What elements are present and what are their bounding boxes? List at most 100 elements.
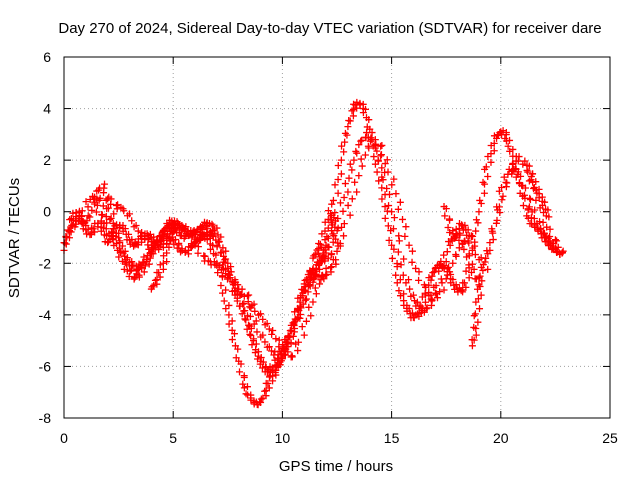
data-point	[377, 151, 385, 159]
data-point	[397, 261, 405, 269]
data-point	[334, 161, 342, 169]
data-point	[245, 291, 253, 299]
data-point	[276, 361, 284, 369]
data-point	[82, 198, 90, 206]
data-point	[535, 194, 543, 202]
data-point	[371, 160, 379, 168]
data-point	[525, 162, 533, 170]
data-point	[341, 138, 349, 146]
data-point	[261, 387, 269, 395]
data-point	[477, 291, 485, 299]
data-point	[396, 276, 404, 284]
data-point	[469, 244, 477, 252]
data-point	[214, 269, 222, 277]
data-point	[374, 156, 382, 164]
data-point	[355, 141, 363, 149]
data-point	[164, 221, 172, 229]
data-point	[89, 192, 97, 200]
data-point	[484, 265, 492, 273]
data-point	[400, 301, 408, 309]
series-trace-f	[147, 221, 177, 293]
data-point	[321, 236, 329, 244]
data-point	[502, 178, 510, 186]
series-trace-e	[104, 195, 330, 361]
data-point	[122, 256, 130, 264]
data-point	[84, 203, 92, 211]
data-point	[471, 251, 479, 259]
data-point	[238, 291, 246, 299]
data-point	[327, 263, 335, 271]
data-point	[169, 221, 177, 229]
data-point	[275, 336, 283, 344]
data-point	[265, 325, 273, 333]
data-point	[392, 190, 400, 198]
data-point	[405, 241, 413, 249]
data-point	[408, 258, 416, 266]
data-point	[336, 242, 344, 250]
data-point	[196, 236, 204, 244]
data-point	[498, 184, 506, 192]
data-point	[521, 191, 529, 199]
data-point	[373, 147, 381, 155]
x-tick-label: 25	[602, 430, 618, 446]
data-point	[504, 142, 512, 150]
data-point	[263, 343, 271, 351]
data-point	[141, 262, 149, 270]
data-point	[492, 219, 500, 227]
data-point	[236, 368, 244, 376]
data-point	[373, 168, 381, 176]
data-point	[264, 380, 272, 387]
data-point	[163, 240, 171, 248]
data-point	[236, 302, 244, 310]
data-point	[333, 227, 341, 235]
data-point	[194, 249, 202, 257]
data-point	[396, 198, 404, 206]
data-point	[174, 223, 182, 231]
data-point	[311, 250, 319, 258]
data-point	[302, 295, 310, 303]
data-point	[435, 267, 443, 275]
data-point	[406, 285, 414, 293]
data-point	[551, 236, 559, 244]
data-point	[365, 116, 373, 124]
data-point	[524, 214, 532, 222]
data-point	[196, 225, 204, 233]
x-axis-title: GPS time / hours	[279, 458, 393, 475]
data-point	[356, 101, 364, 109]
data-point	[86, 231, 94, 239]
data-point	[261, 338, 269, 346]
data-point	[334, 214, 342, 222]
data-point	[269, 364, 277, 372]
data-point	[468, 260, 476, 268]
data-point	[324, 243, 332, 251]
data-point	[209, 233, 217, 241]
data-point	[441, 212, 449, 220]
data-point	[324, 224, 332, 232]
data-point	[324, 215, 332, 223]
data-point	[433, 294, 441, 302]
data-point	[68, 221, 76, 229]
data-point	[218, 273, 226, 281]
data-point	[88, 206, 96, 214]
data-point	[95, 196, 103, 204]
data-point	[288, 352, 296, 360]
data-point	[471, 310, 479, 318]
data-point	[338, 142, 346, 150]
data-point	[261, 321, 269, 329]
data-point	[150, 242, 158, 250]
data-point	[89, 225, 97, 233]
data-point	[101, 180, 109, 188]
data-point	[180, 227, 188, 235]
data-point	[474, 318, 482, 326]
data-point	[524, 206, 532, 214]
data-point	[163, 249, 171, 257]
series-trace-g	[309, 207, 344, 262]
data-point	[495, 187, 503, 195]
data-point	[340, 232, 348, 240]
data-point	[390, 175, 398, 183]
data-point	[538, 201, 546, 209]
tick-layer	[63, 56, 611, 419]
data-point	[262, 363, 270, 371]
data-point	[311, 271, 319, 279]
data-point	[351, 178, 359, 186]
